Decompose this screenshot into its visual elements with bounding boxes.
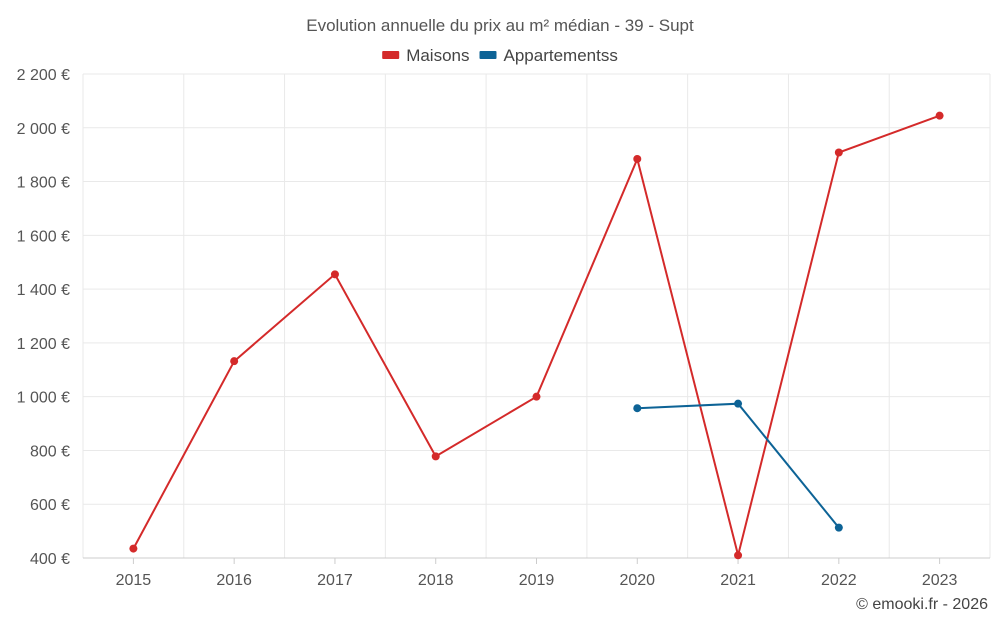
series-maisons — [129, 111, 944, 560]
y-tick-label: 600 € — [30, 497, 70, 514]
data-point[interactable] — [834, 148, 843, 157]
axes: 400 € 600 € 800 € 1 000 € 1 200 € 1 400 € 1 60… — [17, 67, 990, 589]
data-point[interactable] — [734, 551, 743, 560]
data-point[interactable] — [532, 392, 541, 401]
x-tick-label: 2019 — [519, 572, 555, 589]
series-appartementss — [633, 399, 843, 532]
data-point[interactable] — [834, 523, 843, 532]
data-point[interactable] — [734, 399, 743, 408]
y-tick-label: 1 200 € — [17, 336, 70, 353]
data-point[interactable] — [330, 270, 339, 279]
credit-text: © emooki.fr - 2026 — [856, 596, 988, 613]
series-line — [637, 402, 840, 529]
data-point[interactable] — [129, 544, 138, 553]
y-tick-label: 1 800 € — [17, 175, 70, 192]
series-layer — [129, 111, 944, 560]
x-tick-label: 2022 — [821, 572, 857, 589]
y-tick-label: 1 600 € — [17, 228, 70, 245]
legend-label[interactable]: Maisons — [406, 46, 469, 65]
x-tick-label: 2017 — [317, 572, 353, 589]
chart-title: Evolution annuelle du prix au m² médian … — [306, 16, 694, 35]
x-tick-label: 2021 — [720, 572, 756, 589]
y-tick-label: 800 € — [30, 443, 70, 460]
data-point[interactable] — [633, 154, 642, 163]
x-tick-label: 2023 — [922, 572, 958, 589]
x-tick-label: 2016 — [216, 572, 252, 589]
y-tick-label: 1 400 € — [17, 282, 70, 299]
x-tick-label: 2020 — [619, 572, 655, 589]
legend-label[interactable]: Appartementss — [504, 46, 618, 65]
y-tick-label: 400 € — [30, 551, 70, 568]
data-point[interactable] — [633, 404, 642, 413]
legend-swatch — [382, 51, 400, 59]
x-tick-label: 2015 — [116, 572, 152, 589]
data-point[interactable] — [935, 111, 944, 120]
data-point[interactable] — [230, 357, 239, 366]
legend-swatch — [479, 51, 497, 59]
y-tick-label: 2 000 € — [17, 121, 70, 138]
gridlines — [82, 73, 991, 558]
legend: Maisons Appartementss — [382, 46, 618, 65]
y-tick-label: 2 200 € — [17, 67, 70, 84]
x-tick-label: 2018 — [418, 572, 454, 589]
y-tick-label: 1 000 € — [17, 390, 70, 407]
data-point[interactable] — [431, 452, 440, 461]
